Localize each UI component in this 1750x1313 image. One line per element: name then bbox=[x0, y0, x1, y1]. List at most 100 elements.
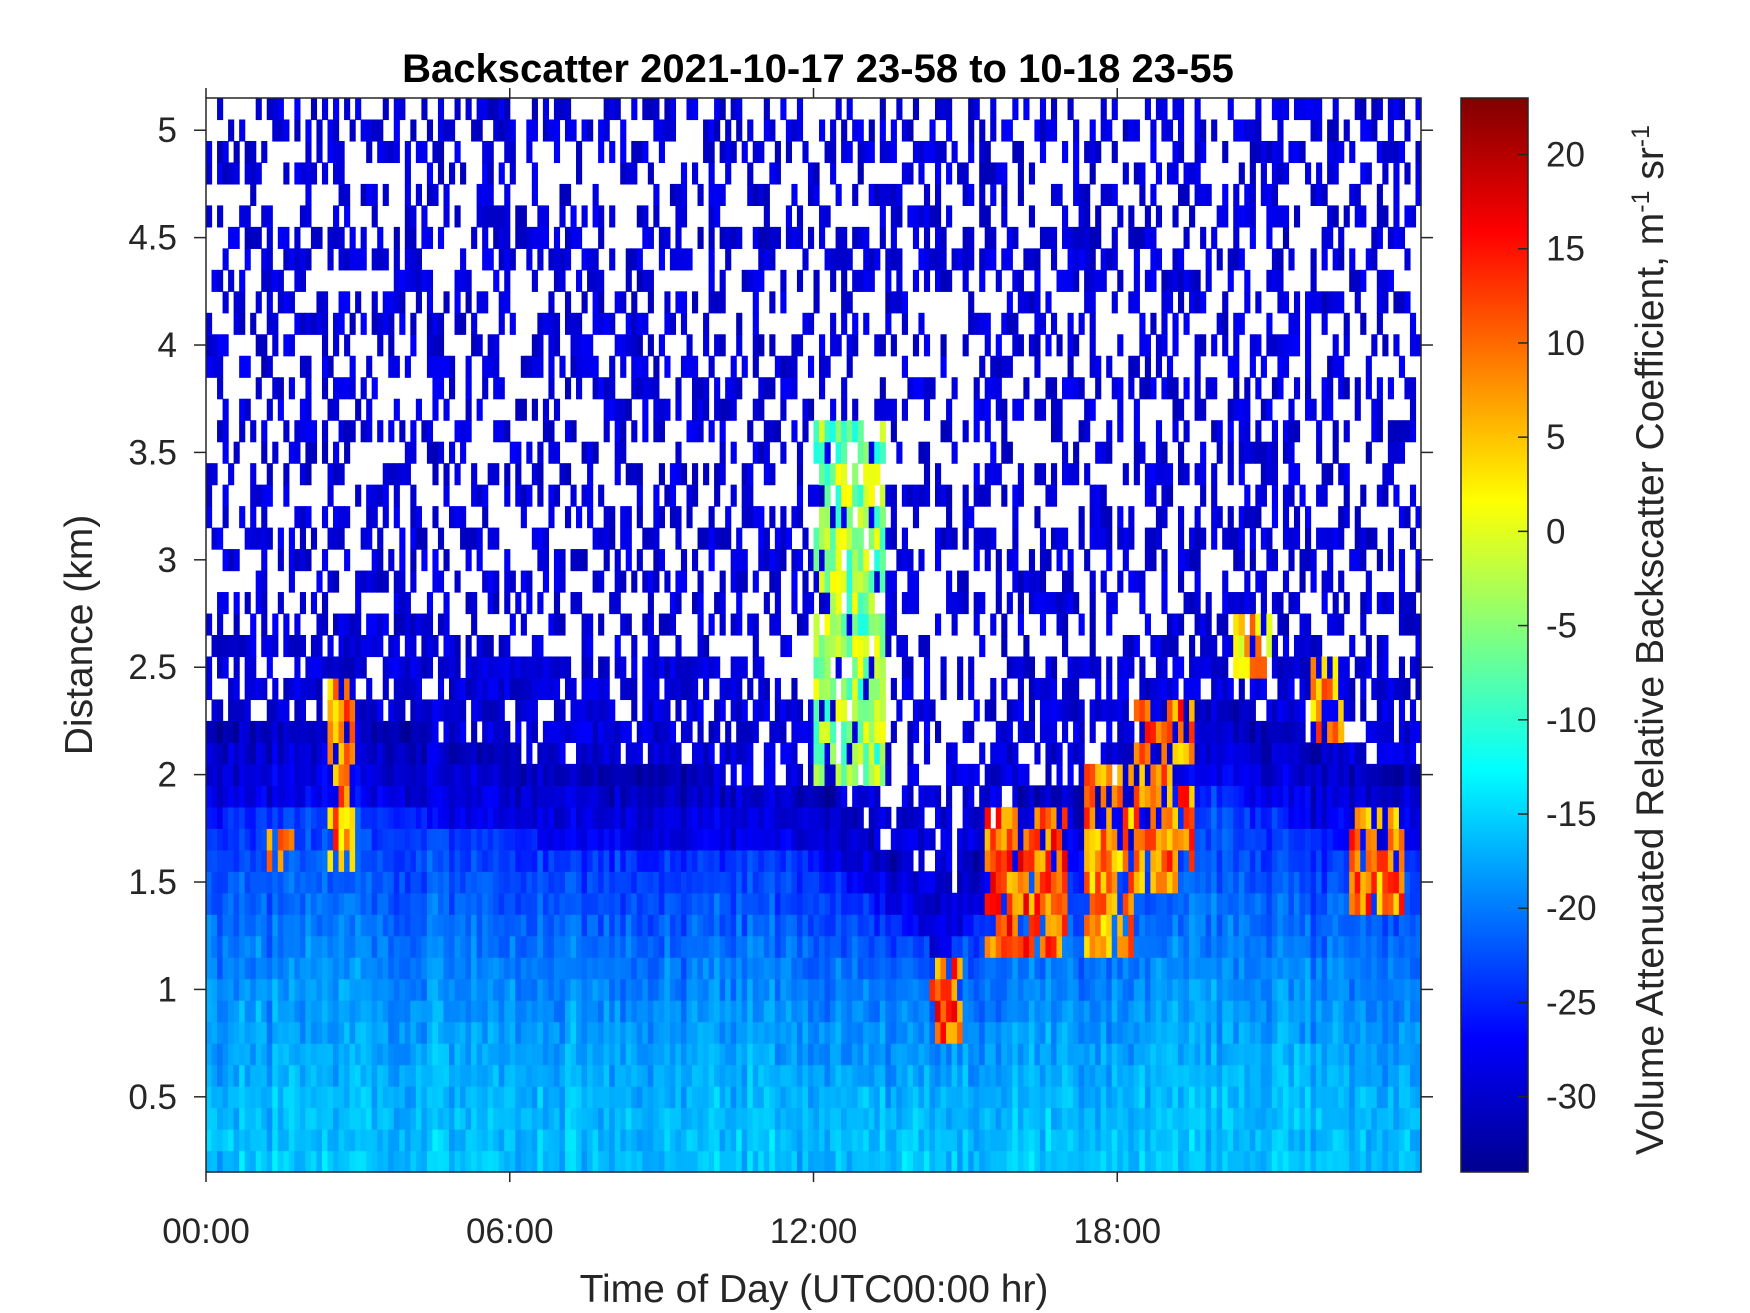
heatmap-cell bbox=[697, 849, 704, 872]
heatmap-cell bbox=[819, 1086, 826, 1109]
heatmap-cell bbox=[631, 1021, 638, 1044]
heatmap-cell bbox=[327, 871, 334, 894]
heatmap-cell bbox=[923, 699, 931, 722]
heatmap-cell bbox=[531, 785, 538, 808]
heatmap-cell bbox=[863, 592, 870, 615]
heatmap-cell bbox=[830, 1129, 837, 1152]
heatmap-cell bbox=[653, 484, 660, 507]
heatmap-cell bbox=[592, 377, 599, 400]
heatmap-cell bbox=[344, 892, 351, 915]
heatmap-cell bbox=[432, 914, 439, 937]
heatmap-cell bbox=[951, 1129, 958, 1152]
heatmap-cell bbox=[835, 785, 842, 808]
heatmap-cell bbox=[703, 119, 710, 142]
heatmap-cell bbox=[288, 742, 295, 765]
heatmap-cell bbox=[658, 549, 665, 572]
heatmap-cell bbox=[449, 162, 456, 185]
heatmap-cell bbox=[824, 785, 831, 808]
heatmap-cell bbox=[835, 828, 842, 851]
heatmap-cell bbox=[868, 1064, 875, 1087]
heatmap-cell bbox=[349, 871, 356, 894]
heatmap-cell bbox=[692, 871, 699, 894]
heatmap-cell bbox=[454, 957, 461, 980]
heatmap-cell bbox=[548, 291, 555, 314]
heatmap-cell bbox=[366, 635, 373, 658]
heatmap-cell bbox=[592, 248, 599, 271]
heatmap-cell bbox=[714, 871, 721, 894]
heatmap-cell bbox=[890, 828, 897, 851]
heatmap-cell bbox=[493, 1129, 500, 1152]
heatmap-cell bbox=[515, 978, 522, 1001]
heatmap-cell bbox=[912, 871, 920, 894]
heatmap-cell bbox=[399, 1064, 406, 1087]
heatmap-cell bbox=[1012, 1021, 1019, 1044]
heatmap-cell bbox=[399, 720, 406, 743]
heatmap-cell bbox=[852, 1086, 859, 1109]
heatmap-cell bbox=[752, 892, 759, 915]
heatmap-cell bbox=[360, 806, 367, 829]
heatmap-cell bbox=[371, 291, 378, 314]
heatmap-cell bbox=[355, 98, 362, 121]
heatmap-cell bbox=[222, 248, 229, 271]
heatmap-cell bbox=[288, 441, 295, 464]
heatmap-cell bbox=[923, 720, 931, 743]
heatmap-cell bbox=[686, 978, 693, 1001]
heatmap-cell bbox=[233, 1064, 240, 1087]
heatmap-cell bbox=[973, 699, 980, 722]
heatmap-cell bbox=[669, 1107, 677, 1130]
heatmap-cell bbox=[896, 183, 903, 206]
heatmap-cell bbox=[310, 441, 318, 464]
heatmap-cell bbox=[460, 420, 467, 443]
heatmap-cell bbox=[763, 592, 770, 615]
heatmap-cell bbox=[233, 957, 240, 980]
heatmap-cell bbox=[415, 677, 422, 701]
heatmap-cell bbox=[636, 1064, 643, 1087]
heatmap-cell bbox=[824, 1107, 831, 1130]
heatmap-cell bbox=[432, 1000, 439, 1023]
heatmap-cell bbox=[537, 1000, 544, 1023]
heatmap-cell bbox=[288, 828, 295, 851]
heatmap-cell bbox=[830, 312, 837, 335]
heatmap-cell bbox=[1001, 1129, 1008, 1152]
heatmap-cell bbox=[642, 806, 649, 829]
heatmap-cell bbox=[923, 742, 931, 765]
heatmap-cell bbox=[719, 978, 726, 1001]
heatmap-cell bbox=[388, 1150, 395, 1173]
heatmap-cell bbox=[824, 441, 831, 464]
heatmap-cell bbox=[327, 1086, 334, 1109]
heatmap-cell bbox=[725, 871, 732, 894]
heatmap-cell bbox=[824, 506, 831, 529]
heatmap-cell bbox=[719, 1086, 726, 1109]
heatmap-cell bbox=[283, 1000, 290, 1023]
heatmap-cell bbox=[752, 935, 759, 958]
heatmap-cell bbox=[918, 785, 925, 808]
heatmap-cell bbox=[824, 1021, 831, 1044]
heatmap-cell bbox=[736, 914, 743, 937]
heatmap-cell bbox=[642, 914, 649, 937]
heatmap-cell bbox=[377, 828, 384, 851]
heatmap-cell bbox=[857, 720, 864, 743]
heatmap-cell bbox=[217, 957, 224, 980]
heatmap-cell bbox=[531, 269, 538, 292]
heatmap-cell bbox=[493, 1086, 500, 1109]
heatmap-cell bbox=[421, 1150, 428, 1173]
heatmap-cell bbox=[647, 699, 654, 722]
heatmap-cell bbox=[697, 570, 704, 593]
heatmap-cell bbox=[708, 892, 715, 915]
heatmap-cell bbox=[432, 377, 439, 400]
heatmap-cell bbox=[968, 828, 975, 851]
heatmap-cell bbox=[338, 162, 345, 185]
heatmap-cell bbox=[520, 1000, 527, 1023]
heatmap-cell bbox=[940, 1021, 947, 1044]
heatmap-cell bbox=[338, 613, 345, 636]
heatmap-cell bbox=[1006, 355, 1013, 378]
heatmap-cell bbox=[393, 871, 400, 894]
heatmap-cell bbox=[697, 914, 704, 937]
heatmap-cell bbox=[763, 1086, 770, 1109]
heatmap-cell bbox=[824, 763, 831, 786]
heatmap-cell bbox=[559, 914, 566, 937]
heatmap-cell bbox=[211, 527, 218, 550]
heatmap-cell bbox=[432, 849, 439, 872]
heatmap-cell bbox=[559, 978, 566, 1001]
heatmap-cell bbox=[819, 806, 826, 829]
